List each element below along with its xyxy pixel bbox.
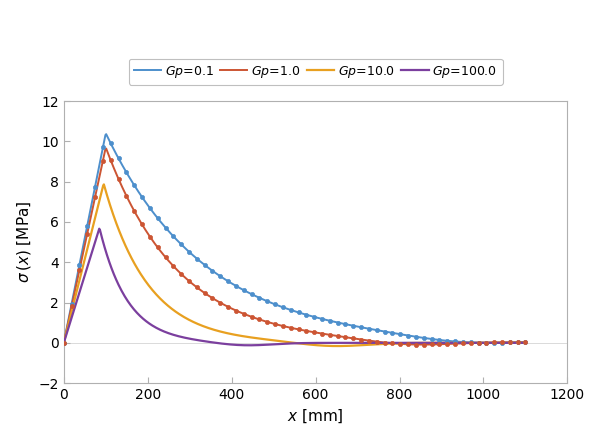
- $Gp$=0.1: [103, 132, 110, 137]
- X-axis label: $x$ [mm]: $x$ [mm]: [287, 407, 344, 425]
- $Gp$=10.0: [334, 343, 341, 348]
- Line: $Gp$=100.0: $Gp$=100.0: [64, 229, 526, 345]
- $Gp$=100.0: [143, 319, 150, 324]
- $Gp$=0.1: [143, 201, 150, 206]
- $Gp$=10.0: [409, 340, 416, 345]
- $Gp$=1.0: [333, 333, 340, 338]
- $Gp$=1.0: [270, 321, 277, 326]
- $Gp$=100.0: [409, 340, 416, 345]
- Legend: $Gp$=0.1, $Gp$=1.0, $Gp$=10.0, $Gp$=100.0: $Gp$=0.1, $Gp$=1.0, $Gp$=10.0, $Gp$=100.…: [129, 59, 503, 84]
- $Gp$=10.0: [522, 340, 529, 345]
- $Gp$=10.0: [179, 314, 187, 319]
- Line: $Gp$=0.1: $Gp$=0.1: [64, 134, 526, 343]
- Y-axis label: $\sigma\,(x)$ [MPa]: $\sigma\,(x)$ [MPa]: [15, 201, 33, 283]
- $Gp$=1.0: [522, 340, 529, 345]
- $Gp$=0.1: [409, 334, 416, 339]
- $Gp$=100.0: [334, 340, 341, 345]
- $Gp$=100.0: [522, 340, 529, 345]
- $Gp$=10.0: [100, 182, 107, 187]
- $Gp$=1.0: [143, 228, 150, 234]
- $Gp$=0.1: [522, 339, 529, 345]
- $Gp$=0.1: [333, 319, 340, 325]
- $Gp$=100.0: [179, 335, 187, 340]
- $Gp$=100.0: [271, 342, 278, 347]
- $Gp$=10.0: [333, 343, 340, 348]
- $Gp$=1.0: [60, 340, 67, 345]
- $Gp$=100.0: [245, 343, 253, 348]
- $Gp$=10.0: [143, 279, 150, 285]
- $Gp$=100.0: [95, 226, 103, 231]
- Line: $Gp$=1.0: $Gp$=1.0: [64, 149, 526, 345]
- $Gp$=1.0: [409, 342, 416, 347]
- $Gp$=10.0: [60, 340, 67, 345]
- $Gp$=0.1: [369, 327, 376, 332]
- $Gp$=0.1: [60, 340, 67, 345]
- $Gp$=1.0: [369, 338, 376, 344]
- $Gp$=1.0: [179, 273, 187, 279]
- Line: $Gp$=10.0: $Gp$=10.0: [64, 184, 526, 346]
- $Gp$=10.0: [370, 342, 377, 347]
- $Gp$=0.1: [270, 301, 277, 306]
- $Gp$=1.0: [419, 342, 426, 347]
- $Gp$=100.0: [370, 340, 377, 345]
- $Gp$=1.0: [103, 146, 110, 151]
- $Gp$=0.1: [179, 244, 187, 249]
- $Gp$=10.0: [270, 337, 277, 343]
- $Gp$=100.0: [60, 340, 67, 345]
